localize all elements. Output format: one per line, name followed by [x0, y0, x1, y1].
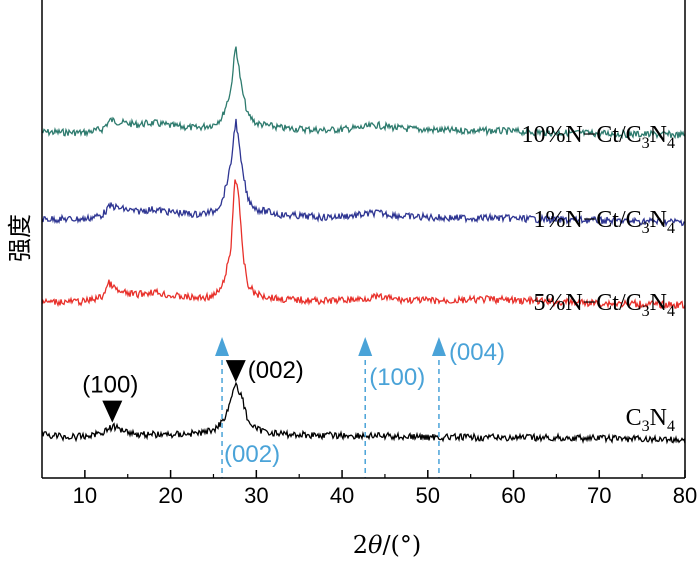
series-label-1: 1%N−Ct/C3N4	[533, 207, 675, 237]
axes: 10 20 30 40 50 60 70 80	[41, 0, 697, 508]
series-layer	[41, 46, 686, 445]
reference-arrow-4	[431, 337, 446, 356]
peak-marker-1	[225, 360, 246, 383]
peak-label-1: (002)	[248, 357, 304, 384]
x-axis-title: 2θ/(°)	[353, 531, 422, 559]
reference-label-4: (004)	[449, 339, 505, 366]
reference-label-3: (100)	[369, 364, 425, 391]
x-tick-label-6: 70	[587, 483, 611, 508]
x-tick-label-4: 50	[416, 483, 440, 508]
x-tick-label-3: 40	[330, 483, 354, 508]
reference-arrow-3	[358, 337, 373, 356]
reference-arrow-2	[215, 337, 230, 356]
reference-label-2: (002)	[224, 441, 280, 468]
x-tick-label-7: 80	[673, 483, 697, 508]
reference-arrows: (002) (100) (004)	[215, 337, 505, 478]
peak-label-0: (100)	[82, 372, 138, 399]
series-line-1	[41, 118, 686, 228]
series-line-0	[41, 46, 686, 140]
peak-marker-0	[102, 400, 123, 423]
x-tick-label-0: 10	[73, 483, 97, 508]
x-tick-label-1: 20	[158, 483, 182, 508]
series-line-3	[41, 381, 686, 445]
series-label-2: 5%N−Ct/C3N4	[533, 290, 675, 320]
series-labels: 10%N−Ct/C3N4 1%N−Ct/C3N4 5%N−Ct/C3N4 C3N4	[521, 122, 675, 435]
peak-annotations: (100) (002)	[82, 357, 304, 423]
x-tick-label-2: 30	[244, 483, 268, 508]
series-line-2	[41, 179, 686, 309]
y-axis-title: 强度	[6, 214, 34, 262]
series-label-0: 10%N−Ct/C3N4	[521, 122, 675, 152]
x-tick-label-5: 60	[501, 483, 525, 508]
series-label-3: C3N4	[626, 405, 675, 435]
